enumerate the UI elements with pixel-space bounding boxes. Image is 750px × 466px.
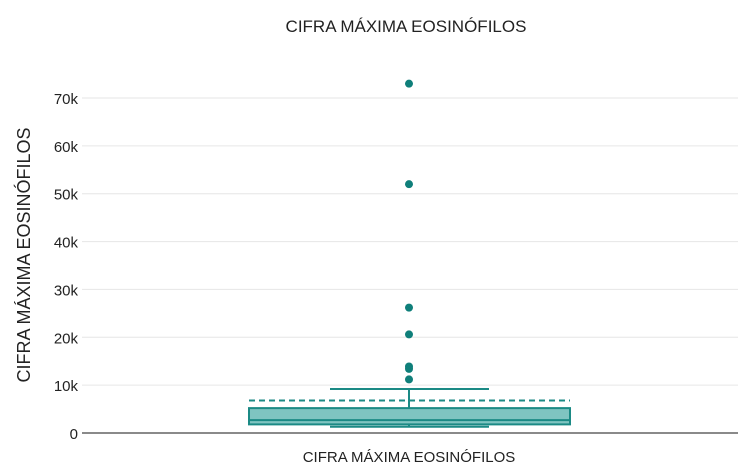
outlier-point [405, 79, 413, 88]
y-tick-label: 0 [70, 426, 78, 443]
y-tick-label: 30k [54, 282, 79, 299]
y-tick-label: 60k [54, 139, 79, 156]
x-tick-labels: CIFRA MÁXIMA EOSINÓFILOS [303, 449, 516, 466]
outlier-point [405, 180, 413, 189]
outlier-point [405, 330, 413, 339]
y-tick-label: 50k [54, 187, 79, 204]
y-tick-label: 70k [54, 91, 79, 108]
chart-title: CIFRA MÁXIMA EOSINÓFILOS [286, 17, 527, 36]
outlier-point [405, 364, 413, 373]
gridlines [82, 97, 738, 386]
iqr-box [248, 407, 571, 426]
y-tick-label: 40k [54, 235, 79, 252]
y-tick-label: 20k [54, 330, 79, 347]
box-series [248, 79, 571, 428]
x-tick-label: CIFRA MÁXIMA EOSINÓFILOS [303, 449, 516, 466]
outlier-point [405, 375, 413, 384]
y-tick-label: 10k [54, 378, 79, 395]
y-tick-labels: 0 10k 20k 30k 40k 50k 60k 70k [54, 91, 79, 443]
y-axis-label: CIFRA MÁXIMA EOSINÓFILOS [13, 127, 34, 382]
outlier-point [405, 303, 413, 312]
